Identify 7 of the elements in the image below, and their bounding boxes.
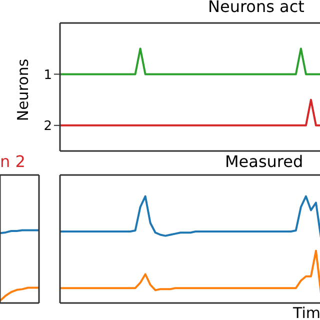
y-tick-label: 1 (44, 68, 52, 83)
chart-title: Neurons act (208, 0, 304, 16)
x-axis-title: Tim (293, 304, 320, 320)
y-axis-title: Neurons (14, 58, 32, 122)
y-tick-label: 2 (44, 119, 52, 134)
chart-title: n 2 (0, 152, 26, 171)
chart-title: Measured (225, 152, 304, 171)
